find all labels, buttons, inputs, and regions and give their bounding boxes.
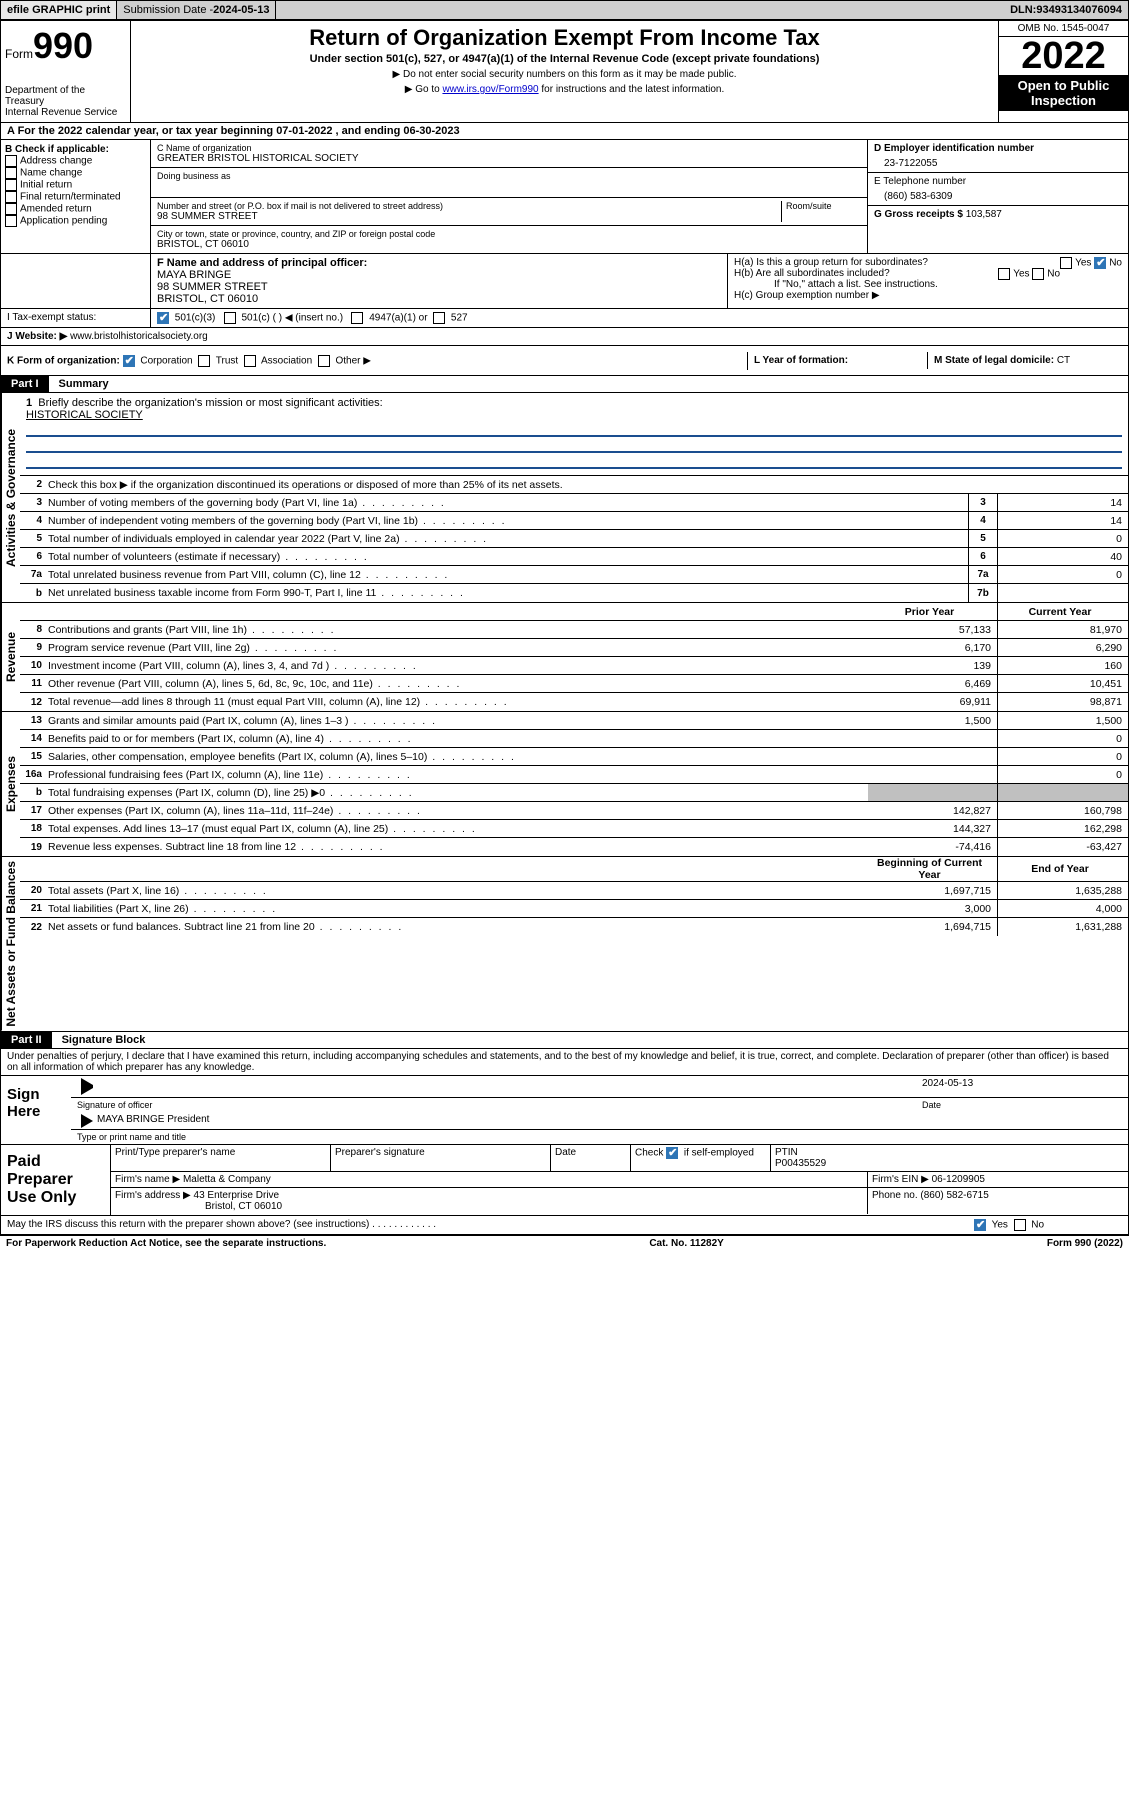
summary-line: 13Grants and similar amounts paid (Part … [20,712,1128,730]
check-501c3[interactable] [157,312,169,324]
discuss-no[interactable] [1014,1219,1026,1231]
summary-line: 12Total revenue—add lines 8 through 11 (… [20,693,1128,711]
year-formation: L Year of formation: [748,352,928,369]
submission-date: Submission Date - 2024-05-13 [117,1,276,19]
tax-year-row: A For the 2022 calendar year, or tax yea… [1,123,1128,140]
check-assoc[interactable] [244,355,256,367]
summary-line: 22Net assets or fund balances. Subtract … [20,918,1128,936]
summary-line: 5Total number of individuals employed in… [20,530,1128,548]
form-id-box: Form990 Department of the Treasury Inter… [1,21,131,122]
check-other[interactable] [318,355,330,367]
top-bar: efile GRAPHIC print Submission Date - 20… [0,0,1129,20]
part1-name: Summary [49,378,109,390]
discuss-yes[interactable] [974,1219,986,1231]
summary-line: bNet unrelated business taxable income f… [20,584,1128,602]
summary-line: 4Number of independent voting members of… [20,512,1128,530]
summary-line: 21Total liabilities (Part X, line 26)3,0… [20,900,1128,918]
check-501c[interactable] [224,312,236,324]
h-group-return: H(a) Is this a group return for subordin… [728,254,1128,308]
check-pending[interactable] [5,215,17,227]
website-row: J Website: ▶ www.bristolhistoricalsociet… [1,328,1128,345]
dln: DLN: 93493134076094 [1004,1,1128,19]
vert-revenue: Revenue [1,603,20,711]
discuss-question: May the IRS discuss this return with the… [1,1216,968,1234]
summary-line: 11Other revenue (Part VIII, column (A), … [20,675,1128,693]
col-b-checkboxes: B Check if applicable: Address change Na… [1,140,151,253]
sig-arrow-icon [81,1078,93,1095]
check-self-employed[interactable] [666,1147,678,1159]
penalty-statement: Under penalties of perjury, I declare th… [1,1049,1128,1076]
tax-exempt-opts: 501(c)(3) 501(c) ( ) ◀ (insert no.) 4947… [151,309,1128,327]
efile-print-button[interactable]: efile GRAPHIC print [1,1,117,19]
sig-arrow-icon-2 [81,1114,93,1128]
check-corp[interactable] [123,355,135,367]
principal-officer: F Name and address of principal officer:… [151,254,728,308]
summary-line: 18Total expenses. Add lines 13–17 (must … [20,820,1128,838]
summary-line: 16aProfessional fundraising fees (Part I… [20,766,1128,784]
summary-line: 15Salaries, other compensation, employee… [20,748,1128,766]
summary-line: 6Total number of volunteers (estimate if… [20,548,1128,566]
part2-name: Signature Block [52,1034,146,1046]
summary-line: 9Program service revenue (Part VIII, lin… [20,639,1128,657]
col-c-org-info: C Name of organizationGREATER BRISTOL HI… [151,140,868,253]
summary-line: 17Other expenses (Part IX, column (A), l… [20,802,1128,820]
check-trust[interactable] [198,355,210,367]
summary-line: 8Contributions and grants (Part VIII, li… [20,621,1128,639]
summary-line: 3Number of voting members of the governi… [20,494,1128,512]
hb-no[interactable] [1032,268,1044,280]
summary-line: bTotal fundraising expenses (Part IX, co… [20,784,1128,802]
form-title: Return of Organization Exempt From Incom… [131,21,998,122]
footer: For Paperwork Reduction Act Notice, see … [0,1236,1129,1251]
tax-exempt-label: I Tax-exempt status: [1,309,151,327]
check-address-change[interactable] [5,155,17,167]
instructions-link[interactable]: www.irs.gov/Form990 [442,84,538,95]
form-990: Form990 Department of the Treasury Inter… [0,20,1129,1236]
col-d-e: D Employer identification number23-71220… [868,140,1128,253]
vert-netassets: Net Assets or Fund Balances [1,857,20,1031]
summary-line: 19Revenue less expenses. Subtract line 1… [20,838,1128,856]
check-4947[interactable] [351,312,363,324]
vert-expenses: Expenses [1,712,20,856]
ha-no[interactable] [1094,257,1106,269]
paid-preparer-label: Paid Preparer Use Only [1,1145,111,1215]
part2-header: Part II [1,1032,52,1048]
check-name-change[interactable] [5,167,17,179]
vert-activities: Activities & Governance [1,393,20,602]
ha-yes[interactable] [1060,257,1072,269]
check-527[interactable] [433,312,445,324]
form-of-org: K Form of organization: Corporation Trus… [1,352,748,370]
part1-header: Part I [1,376,49,392]
summary-line: 7aTotal unrelated business revenue from … [20,566,1128,584]
summary-line: 14Benefits paid to or for members (Part … [20,730,1128,748]
check-final-return[interactable] [5,191,17,203]
summary-line: 10Investment income (Part VIII, column (… [20,657,1128,675]
check-amended[interactable] [5,203,17,215]
hb-yes[interactable] [998,268,1010,280]
summary-line: 20Total assets (Part X, line 16)1,697,71… [20,882,1128,900]
sign-here-label: Sign Here [1,1076,71,1144]
state-domicile: M State of legal domicile: CT [928,352,1128,369]
check-initial-return[interactable] [5,179,17,191]
year-box: OMB No. 1545-0047 2022 Open to Public In… [998,21,1128,122]
